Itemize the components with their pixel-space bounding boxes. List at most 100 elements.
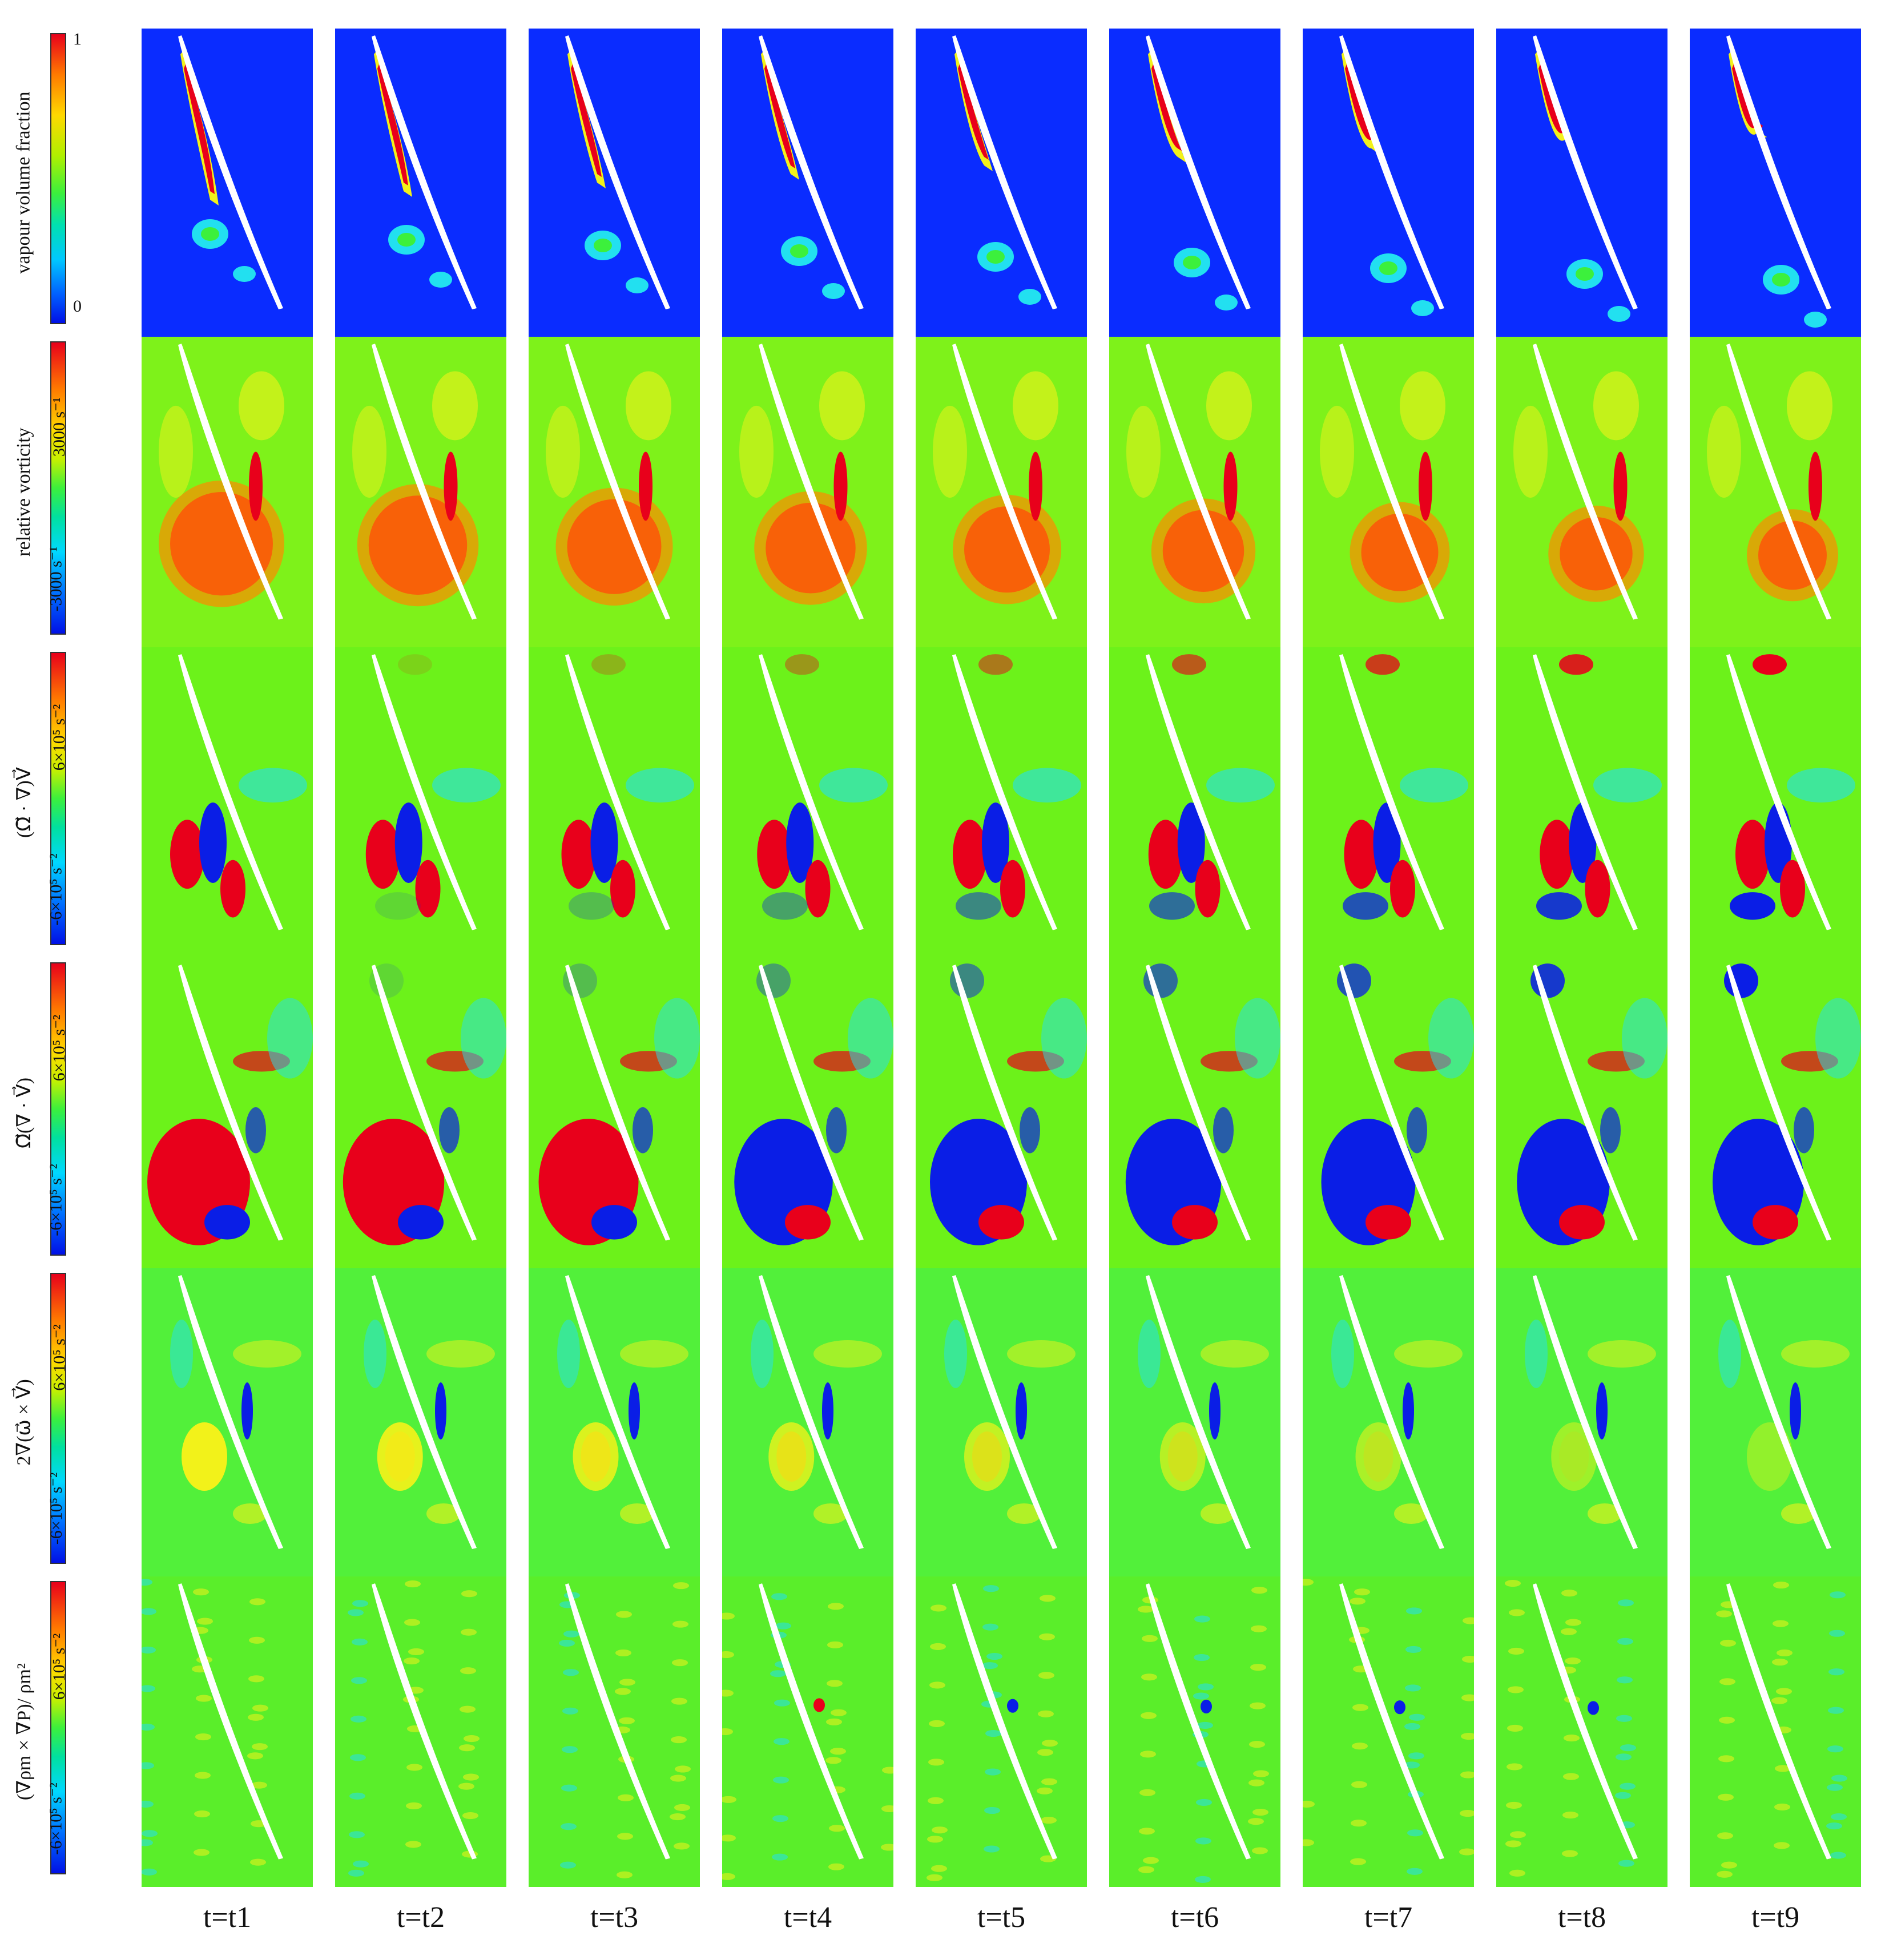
contour-region — [1018, 289, 1041, 305]
contour-region — [350, 1754, 366, 1761]
contour-region — [1407, 1829, 1423, 1837]
contour-region — [1616, 1753, 1632, 1761]
hydrofoil-blade — [1339, 344, 1444, 620]
contour-plot — [335, 647, 506, 958]
contour-region — [1215, 295, 1238, 310]
contour-region — [775, 1622, 791, 1630]
contour-region — [928, 1797, 944, 1804]
row-label: (∇ρm × ∇P)/ ρm² — [0, 1576, 48, 1887]
contour-region — [241, 1382, 253, 1439]
row-label-text: 2∇(ω⃗ × V⃗) — [14, 1379, 35, 1466]
contour-region — [142, 1830, 158, 1837]
contour-region — [563, 1669, 579, 1676]
contour-region — [1565, 1657, 1581, 1665]
contour-region — [671, 1736, 687, 1744]
contour-region — [249, 451, 263, 521]
contour-region — [1366, 1205, 1411, 1240]
contour-region — [1394, 1700, 1405, 1715]
contour-region — [675, 1765, 691, 1773]
colorbar-min-label: -6×10⁵ s⁻² — [47, 1472, 66, 1545]
contour-region — [617, 1871, 633, 1878]
contour-plot — [1690, 29, 1861, 337]
contour-panel — [335, 647, 506, 958]
contour-region — [754, 491, 867, 605]
contour-plot — [1303, 337, 1474, 647]
contour-panel — [529, 1268, 700, 1576]
contour-region — [1198, 1683, 1214, 1691]
contour-region — [1172, 1205, 1218, 1240]
contour-plot — [142, 29, 313, 337]
hydrofoil-blade — [759, 654, 864, 930]
contour-region — [1707, 405, 1741, 498]
contour-region — [563, 1630, 579, 1638]
contour-region — [1829, 1630, 1845, 1637]
contour-region — [1536, 892, 1582, 920]
contour-panel — [335, 958, 506, 1268]
contour-plot — [1496, 29, 1667, 337]
contour-plot — [1496, 647, 1667, 958]
contour-region — [1351, 1820, 1367, 1827]
contour-region — [1037, 1749, 1053, 1756]
contour-region — [352, 1638, 368, 1646]
contour-region — [790, 244, 808, 258]
hydrofoil-blade — [178, 1583, 283, 1860]
contour-region — [626, 768, 694, 802]
contour-panel — [1496, 337, 1667, 647]
contour-plot — [722, 29, 893, 337]
contour-region — [559, 1639, 575, 1647]
contour-region — [377, 63, 408, 185]
hydrofoil-blade — [1339, 35, 1444, 309]
contour-region — [1576, 267, 1594, 281]
hydrofoil-blade — [1533, 965, 1638, 1241]
contour-region — [927, 1874, 942, 1881]
contour-region — [426, 1503, 461, 1524]
contour-region — [251, 1781, 267, 1789]
contour-plot — [1109, 1268, 1280, 1576]
contour-region — [633, 1107, 653, 1154]
contour-region — [463, 1773, 479, 1781]
contour-region — [142, 1868, 157, 1876]
contour-region — [1007, 1340, 1076, 1368]
hydrofoil-blade — [1339, 1583, 1444, 1860]
contour-region — [1350, 1858, 1366, 1865]
hydrofoil-blade — [372, 1583, 477, 1860]
contour-region — [248, 1675, 264, 1683]
contour-region — [1462, 1656, 1474, 1663]
contour-region — [670, 1775, 686, 1782]
contour-region — [1352, 1743, 1368, 1750]
hydrofoil-blade — [1533, 1583, 1638, 1860]
contour-region — [1138, 1866, 1154, 1873]
contour-region — [1196, 1798, 1212, 1806]
contour-plot — [916, 337, 1087, 647]
contour-region — [1195, 1837, 1211, 1845]
contour-region — [1513, 405, 1548, 498]
contour-region — [1373, 802, 1401, 884]
contour-region — [1718, 1320, 1741, 1388]
contour-region — [1616, 1715, 1632, 1722]
contour-region — [1407, 1868, 1423, 1875]
contour-region — [1352, 1704, 1368, 1711]
hydrofoil-blade — [565, 654, 670, 930]
contour-region — [1126, 405, 1161, 498]
contour-region — [591, 1205, 637, 1240]
contour-region — [813, 1698, 825, 1712]
contour-region — [882, 1767, 893, 1774]
contour-region — [1000, 860, 1025, 918]
contour-region — [616, 1611, 632, 1618]
contour-plot — [722, 1576, 893, 1887]
contour-region — [829, 1825, 845, 1832]
contour-region — [1718, 1755, 1734, 1763]
contour-region — [819, 768, 888, 802]
hydrofoil-blade — [759, 1583, 864, 1860]
contour-plot — [335, 1268, 506, 1576]
contour-region — [673, 1582, 689, 1590]
contour-panel — [335, 337, 506, 647]
contour-region — [1831, 1813, 1847, 1821]
contour-plot — [529, 29, 700, 337]
hydrofoil-blade — [952, 1275, 1057, 1549]
hydrofoil-blade — [565, 35, 670, 309]
contour-region — [461, 1590, 477, 1598]
contour-region — [249, 1636, 265, 1644]
contour-region — [1563, 1773, 1579, 1780]
contour-panel — [1690, 647, 1861, 958]
